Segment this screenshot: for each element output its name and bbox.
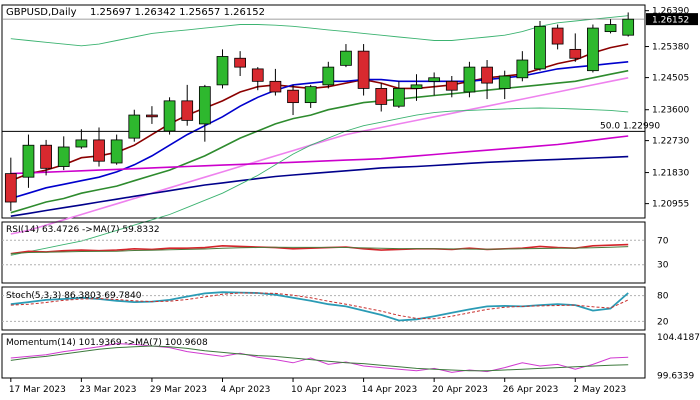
candle-body[interactable] (198, 86, 211, 125)
candle-body[interactable] (516, 59, 529, 79)
candle-body[interactable] (534, 25, 546, 70)
candle-body[interactable] (40, 144, 52, 169)
candle-body[interactable] (269, 80, 282, 93)
price-tick-label: 1.22730 (652, 137, 689, 147)
stoch-level-label: 20 (657, 317, 669, 327)
candle-body[interactable] (22, 144, 35, 178)
momentum-axis-label: 104.4187 (657, 333, 700, 343)
time-tick-label: 17 Mar 2023 (9, 385, 66, 395)
rsi-level-label: 70 (657, 236, 669, 246)
candle-body[interactable] (4, 173, 17, 203)
time-tick-label: 2 May 2023 (573, 385, 626, 395)
stoch-frame (1, 286, 646, 331)
candle-body[interactable] (287, 89, 299, 104)
moving-average-line (10, 69, 629, 214)
candle-body[interactable] (57, 146, 70, 167)
candle-body[interactable] (587, 27, 599, 72)
moving-average-line (10, 15, 629, 47)
momentum-ma-line (10, 345, 629, 372)
stoch-level-label: 80 (657, 292, 669, 302)
candle-body[interactable] (75, 139, 88, 148)
candle-body[interactable] (393, 88, 405, 107)
price-tick-label: 1.23600 (652, 106, 689, 116)
candle-body[interactable] (110, 139, 123, 164)
time-tick-label: 23 Mar 2023 (79, 385, 136, 395)
candle-body[interactable] (375, 88, 388, 105)
rsi-level-label: 30 (657, 261, 669, 271)
candle-body[interactable] (181, 100, 194, 121)
current-price-text: 1.26152 (652, 16, 689, 26)
candle-body[interactable] (340, 50, 352, 66)
main-price-pane[interactable]: 1.26390 1.25380 1.24505 1.23600 1.22730 1.218… (1, 4, 698, 256)
time-tick-label: 14 Apr 2023 (362, 385, 418, 395)
candle-body[interactable] (428, 77, 441, 82)
candle-body[interactable] (622, 18, 635, 36)
momentum-frame (1, 333, 646, 379)
candle-body[interactable] (569, 48, 582, 59)
time-tick-label: 26 Apr 2023 (503, 385, 559, 395)
candle-body[interactable] (445, 80, 458, 91)
price-tick-label: 1.24505 (652, 74, 689, 84)
moving-average-line (10, 61, 629, 200)
candle-body[interactable] (463, 66, 476, 93)
candle-body[interactable] (216, 56, 229, 86)
candle-body[interactable] (251, 68, 264, 82)
candle-body[interactable] (357, 50, 370, 89)
moving-average-line (10, 107, 629, 256)
candle-body[interactable] (163, 100, 176, 132)
price-tick-label: 1.21830 (652, 169, 689, 179)
momentum-label: Momentum(14) 101.9369 ->MA(7) 100.9608 (6, 338, 208, 348)
moving-average-line (10, 135, 629, 175)
price-tick-label: 1.25380 (652, 43, 689, 53)
candle-body[interactable] (604, 24, 617, 33)
rsi-line (10, 243, 629, 255)
price-tick-label: 1.26390 (652, 7, 689, 17)
candle-body[interactable] (128, 114, 141, 139)
moving-average-line (10, 77, 629, 235)
candle-body[interactable] (146, 114, 158, 118)
rsi-label: RSI(14) 63.4726 ->MA(7) 59.8332 (6, 225, 160, 235)
time-tick-label: 29 Mar 2023 (150, 385, 207, 395)
time-tick-label: 4 Apr 2023 (220, 385, 270, 395)
stochastic-pane[interactable]: 80 20 (1, 286, 669, 331)
momentum-line (10, 343, 629, 373)
fib-level-label: 50.0 1.22990 (600, 121, 660, 131)
rsi-pane[interactable]: 70 30 (1, 221, 669, 284)
time-axis: 17 Mar 2023 23 Mar 2023 29 Mar 2023 4 Apr 2… (9, 378, 626, 395)
rsi-ma-line (10, 246, 629, 255)
momentum-pane[interactable]: 104.4187 99.6339 (1, 333, 700, 381)
current-price-tag (646, 13, 698, 26)
momentum-axis-label: 99.6339 (657, 371, 694, 381)
candle-body[interactable] (498, 75, 511, 89)
candle-body[interactable] (93, 139, 105, 162)
price-tick-label: 1.20955 (652, 200, 689, 210)
time-tick-label: 10 Apr 2023 (291, 385, 347, 395)
time-tick-label: 20 Apr 2023 (432, 385, 488, 395)
candle-body[interactable] (304, 86, 317, 104)
price-frame (1, 4, 646, 219)
candle-body[interactable] (234, 57, 246, 68)
stoch-signal-line (10, 292, 629, 320)
stoch-main-line (10, 291, 629, 322)
rsi-frame (1, 221, 646, 284)
symbol-label: GBPUSD,Daily (6, 7, 77, 18)
candle-body[interactable] (481, 66, 493, 84)
candle-body[interactable] (551, 27, 564, 45)
candle-body[interactable] (410, 84, 423, 89)
moving-average-line (10, 155, 629, 217)
stoch-label: Stoch(5,3,3) 86.3803 69.7840 (6, 291, 142, 301)
ohlc-readout: 1.25697 1.26342 1.25657 1.26152 (90, 7, 265, 18)
candle-body[interactable] (322, 66, 335, 86)
